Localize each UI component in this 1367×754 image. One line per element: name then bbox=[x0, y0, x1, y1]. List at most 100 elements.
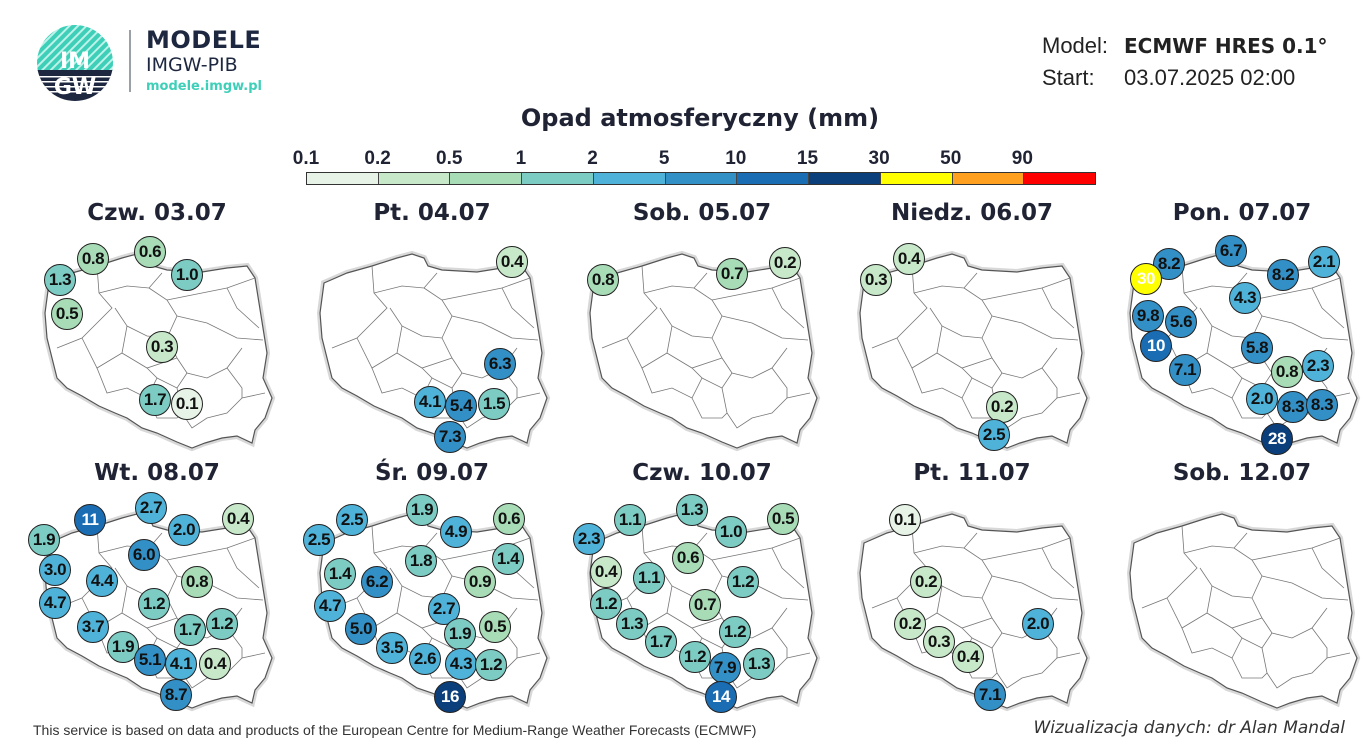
precipitation-value-marker: 1.9 bbox=[406, 494, 438, 526]
precipitation-value-marker: 1.5 bbox=[478, 388, 510, 420]
voivodeship-border bbox=[1251, 537, 1341, 561]
legend-tick-label: 0.5 bbox=[436, 148, 463, 169]
voivodeship-border bbox=[1183, 532, 1248, 554]
voivodeship-border bbox=[1141, 525, 1198, 609]
precipitation-value-marker: 1.2 bbox=[206, 608, 238, 640]
precipitation-value-marker: 2.7 bbox=[135, 492, 167, 524]
precipitation-value-marker: 1.3 bbox=[676, 494, 708, 526]
start-value: 03.07.2025 02:00 bbox=[1124, 65, 1296, 90]
voivodeship-border bbox=[176, 315, 264, 341]
precipitation-value-marker: 0.8 bbox=[181, 566, 213, 598]
voivodeship-border bbox=[771, 367, 788, 398]
voivodeship-border bbox=[121, 585, 178, 629]
precipitation-value-marker: 1.3 bbox=[743, 648, 775, 680]
precipitation-value-marker: 2.5 bbox=[336, 504, 368, 536]
precipitation-value-marker: 4.4 bbox=[86, 565, 118, 597]
poland-outline-svg bbox=[1126, 510, 1361, 712]
map-date-title: Sob. 05.07 bbox=[632, 200, 772, 226]
precipitation-value-marker: 1.9 bbox=[28, 524, 60, 556]
voivodeship-border bbox=[666, 325, 723, 369]
precipitation-value-marker: 1.4 bbox=[492, 543, 524, 575]
voivodeship-border bbox=[441, 537, 531, 561]
precipitation-value-marker: 1.3 bbox=[44, 264, 76, 296]
legend-tick-label: 2 bbox=[587, 148, 598, 169]
voivodeship-border bbox=[373, 272, 438, 294]
precipitation-value-marker: 6.3 bbox=[484, 348, 516, 380]
precipitation-value-marker: 1.1 bbox=[614, 504, 646, 536]
precipitation-value-marker: 0.6 bbox=[134, 236, 166, 268]
voivodeship-border bbox=[711, 337, 788, 379]
voivodeship-border bbox=[601, 265, 658, 349]
legend-color-bar bbox=[306, 172, 1096, 185]
precipitation-value-marker: 1.7 bbox=[174, 614, 206, 646]
precipitation-value-marker: 8.2 bbox=[1267, 259, 1299, 291]
precipitation-value-marker: 0.8 bbox=[1271, 356, 1303, 388]
voivodeship-border bbox=[643, 272, 708, 294]
logo-divider bbox=[129, 30, 131, 92]
voivodeship-border bbox=[226, 287, 260, 329]
voivodeship-border bbox=[981, 537, 1071, 561]
precipitation-value-marker: 3.5 bbox=[376, 632, 408, 664]
precipitation-value-marker: 0.2 bbox=[910, 566, 942, 598]
map-date-title: Pt. 04.07 bbox=[373, 200, 491, 226]
precipitation-value-marker: 7.1 bbox=[1169, 354, 1201, 386]
voivodeship-border bbox=[1181, 627, 1243, 659]
map-date-title: Wt. 08.07 bbox=[94, 460, 220, 486]
precipitation-value-marker: 0.5 bbox=[479, 611, 511, 643]
precipitation-value-marker: 16 bbox=[434, 681, 466, 713]
precipitation-value-marker: 0.1 bbox=[889, 504, 921, 536]
poland-outline-svg bbox=[856, 250, 1091, 452]
map-panel: Pt. 04.07 0.4 6.3 4.1 5.4 1.5 7.3 bbox=[302, 200, 562, 455]
voivodeship-border bbox=[371, 367, 433, 399]
precipitation-value-marker: 8.3 bbox=[1306, 389, 1338, 421]
precipitation-value-marker: 4.9 bbox=[440, 516, 472, 548]
precipitation-value-marker: 1.7 bbox=[139, 384, 171, 416]
precipitation-value-marker: 30 bbox=[1130, 263, 1162, 295]
precipitation-value-marker: 5.6 bbox=[1165, 306, 1197, 338]
voivodeship-border bbox=[711, 277, 801, 301]
precipitation-value-marker: 0.7 bbox=[716, 258, 748, 290]
precipitation-value-marker: 11 bbox=[74, 504, 106, 536]
voivodeship-border bbox=[641, 367, 703, 399]
country-border bbox=[1129, 513, 1358, 709]
voivodeship-border bbox=[771, 627, 788, 658]
map-panel: Czw. 03.07 1.3 0.8 0.6 1.0 0.5 0.3 1.7 0.1 bbox=[27, 200, 287, 455]
precipitation-value-marker: 2.0 bbox=[1246, 383, 1278, 415]
brand-url-link[interactable]: modele.imgw.pl bbox=[146, 79, 262, 94]
precipitation-value-marker: 7.1 bbox=[974, 679, 1006, 711]
voivodeship-border bbox=[96, 367, 158, 399]
precipitation-value-marker: 4.3 bbox=[1229, 282, 1261, 314]
legend-tick-label: 1 bbox=[515, 148, 527, 169]
brand-block: MODELE IMGW-PIB modele.imgw.pl bbox=[146, 26, 262, 98]
map-panel: Niedz. 06.07 0.3 0.4 0.2 2.5 bbox=[842, 200, 1102, 455]
precipitation-value-marker: 1.2 bbox=[719, 616, 751, 648]
precipitation-value-marker: 1.0 bbox=[171, 259, 203, 291]
voivodeship-border bbox=[691, 397, 728, 419]
map-date-title: Pon. 07.07 bbox=[1172, 200, 1312, 226]
precipitation-value-marker: 10 bbox=[1140, 330, 1172, 362]
model-label: Model: bbox=[1042, 33, 1109, 58]
precipitation-value-marker: 1.9 bbox=[444, 618, 476, 650]
legend-tick-label: 5 bbox=[658, 148, 670, 169]
poland-outline-svg bbox=[586, 250, 821, 452]
legend-tick-label: 90 bbox=[1011, 148, 1033, 169]
voivodeship-border bbox=[981, 277, 1071, 301]
country-border bbox=[859, 513, 1088, 709]
map-date-title: Niedz. 06.07 bbox=[890, 200, 1054, 226]
precipitation-value-marker: 2.0 bbox=[1022, 608, 1054, 640]
precipitation-value-marker: 0.3 bbox=[146, 331, 178, 363]
map-panel: Czw. 10.07 1.1 1.3 2.3 1.0 0.5 0.6 0.4 1.1 1.2 1.2… bbox=[572, 460, 832, 715]
voivodeship-border bbox=[1231, 657, 1268, 679]
precipitation-value-marker: 1.7 bbox=[645, 626, 677, 658]
voivodeship-border bbox=[1311, 627, 1328, 658]
logo-text-top: IM bbox=[60, 49, 90, 74]
legend-tick-label: 15 bbox=[796, 148, 819, 169]
precipitation-value-marker: 5.4 bbox=[445, 390, 477, 422]
precipitation-value-marker: 2.5 bbox=[303, 524, 335, 556]
precipitation-value-marker: 1.2 bbox=[590, 588, 622, 620]
imgw-logo: IM GW bbox=[36, 24, 114, 102]
precipitation-value-marker: 2.3 bbox=[1302, 350, 1334, 382]
legend-color-segment bbox=[880, 173, 953, 184]
voivodeship-border bbox=[1206, 585, 1263, 629]
precipitation-value-marker: 0.4 bbox=[199, 648, 231, 680]
